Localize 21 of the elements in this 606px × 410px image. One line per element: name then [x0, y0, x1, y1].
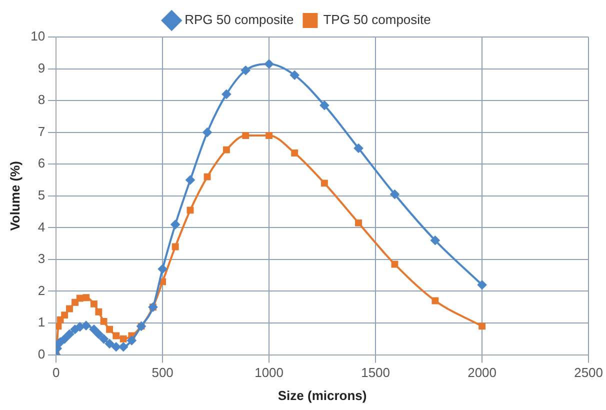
y-tick-label: 1: [38, 314, 46, 330]
y-tick-label: 7: [38, 124, 46, 139]
y-tick-label: 5: [38, 187, 46, 202]
y-tick-label: 6: [38, 156, 46, 171]
y-tick-label: 2: [38, 282, 46, 298]
y-tick-label: 3: [38, 251, 46, 266]
x-tick-label: 1000: [254, 365, 284, 380]
x-tick-label: 2500: [574, 365, 603, 380]
y-tick-label: 4: [38, 219, 46, 234]
x-tick-label: 500: [152, 365, 174, 380]
x-tick-label: 1500: [361, 365, 390, 380]
legend-label: RPG 50 composite: [184, 12, 294, 28]
y-axis-title: Volume (%): [7, 160, 22, 231]
y-tick-label: 10: [30, 28, 46, 44]
y-tick-label: 8: [38, 92, 46, 108]
x-tick-label: 0: [52, 365, 60, 380]
y-tick-label: 0: [38, 346, 46, 362]
legend-label: TPG 50 composite: [323, 12, 431, 28]
x-axis-title: Size (microns): [278, 388, 367, 403]
x-tick-label: 2000: [468, 365, 497, 380]
y-tick-label: 9: [38, 60, 46, 76]
